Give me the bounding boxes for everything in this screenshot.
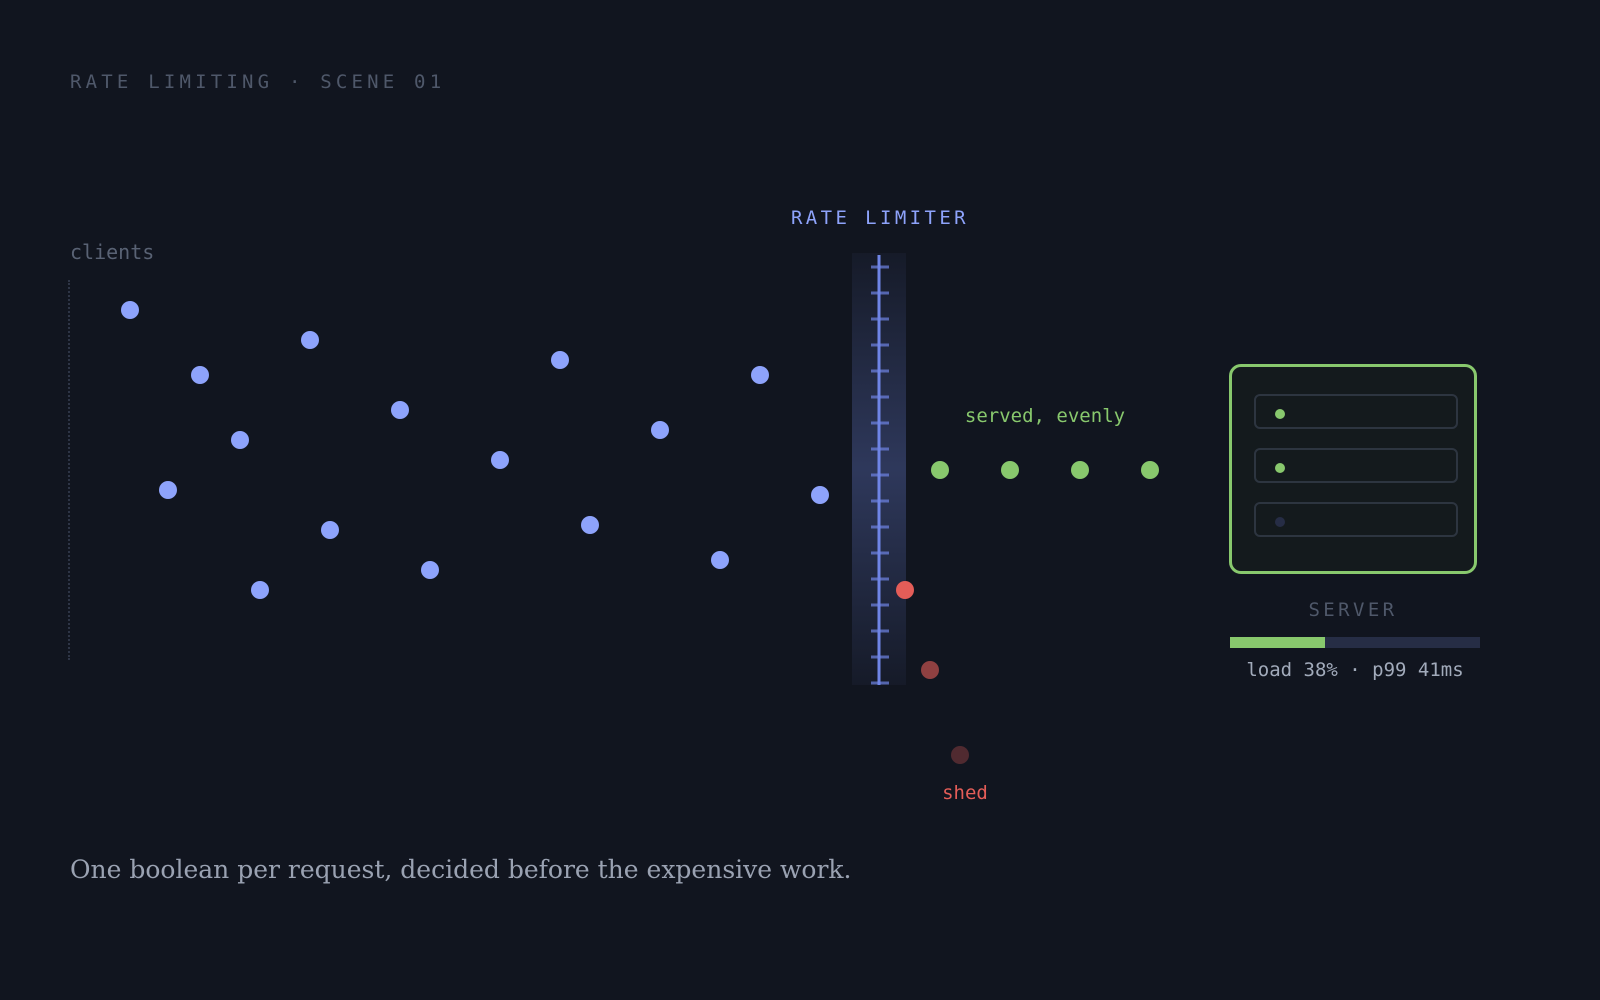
rate-limiter-gate [871,255,889,685]
served-dot [1141,461,1159,479]
server-slot-3 [1254,502,1458,537]
served-label: served, evenly [964,405,1126,427]
request-dot [421,561,439,579]
slot-status-led [1275,517,1285,527]
shed-dot [921,661,939,679]
request-dot [751,366,769,384]
request-dot [581,516,599,534]
request-dot [231,431,249,449]
server-slot-2 [1254,448,1458,483]
slot-status-led [1275,463,1285,473]
request-dot [251,581,269,599]
server-load-bar [1230,637,1480,648]
request-dot [321,521,339,539]
rate-limiter-title: RATE LIMITER [790,207,970,229]
caption: One boolean per request, decided before … [70,855,852,884]
served-dot [1071,461,1089,479]
request-dot [191,366,209,384]
served-dot [931,461,949,479]
server-title: SERVER [1308,599,1398,621]
shed-dot [951,746,969,764]
request-dot [651,421,669,439]
served-requests [931,461,1159,479]
server-box [1229,364,1477,574]
request-dot [711,551,729,569]
request-dot [121,301,139,319]
request-dot [391,401,409,419]
clients-label: clients [70,240,155,264]
slot-status-led [1275,409,1285,419]
shed-requests [896,581,969,764]
incoming-requests [121,301,829,599]
server-slot-1 [1254,394,1458,429]
request-dot [811,486,829,504]
clients-boundary-line [68,280,70,660]
request-dot [301,331,319,349]
shed-dot [896,581,914,599]
request-dot [491,451,509,469]
server-load-fill [1230,637,1325,648]
scene-label: RATE LIMITING · SCENE 01 [70,71,446,93]
server-load-text: load 38% · p99 41ms [1246,659,1464,681]
shed-label: shed [942,782,988,804]
request-dot [551,351,569,369]
request-dot [159,481,177,499]
served-dot [1001,461,1019,479]
